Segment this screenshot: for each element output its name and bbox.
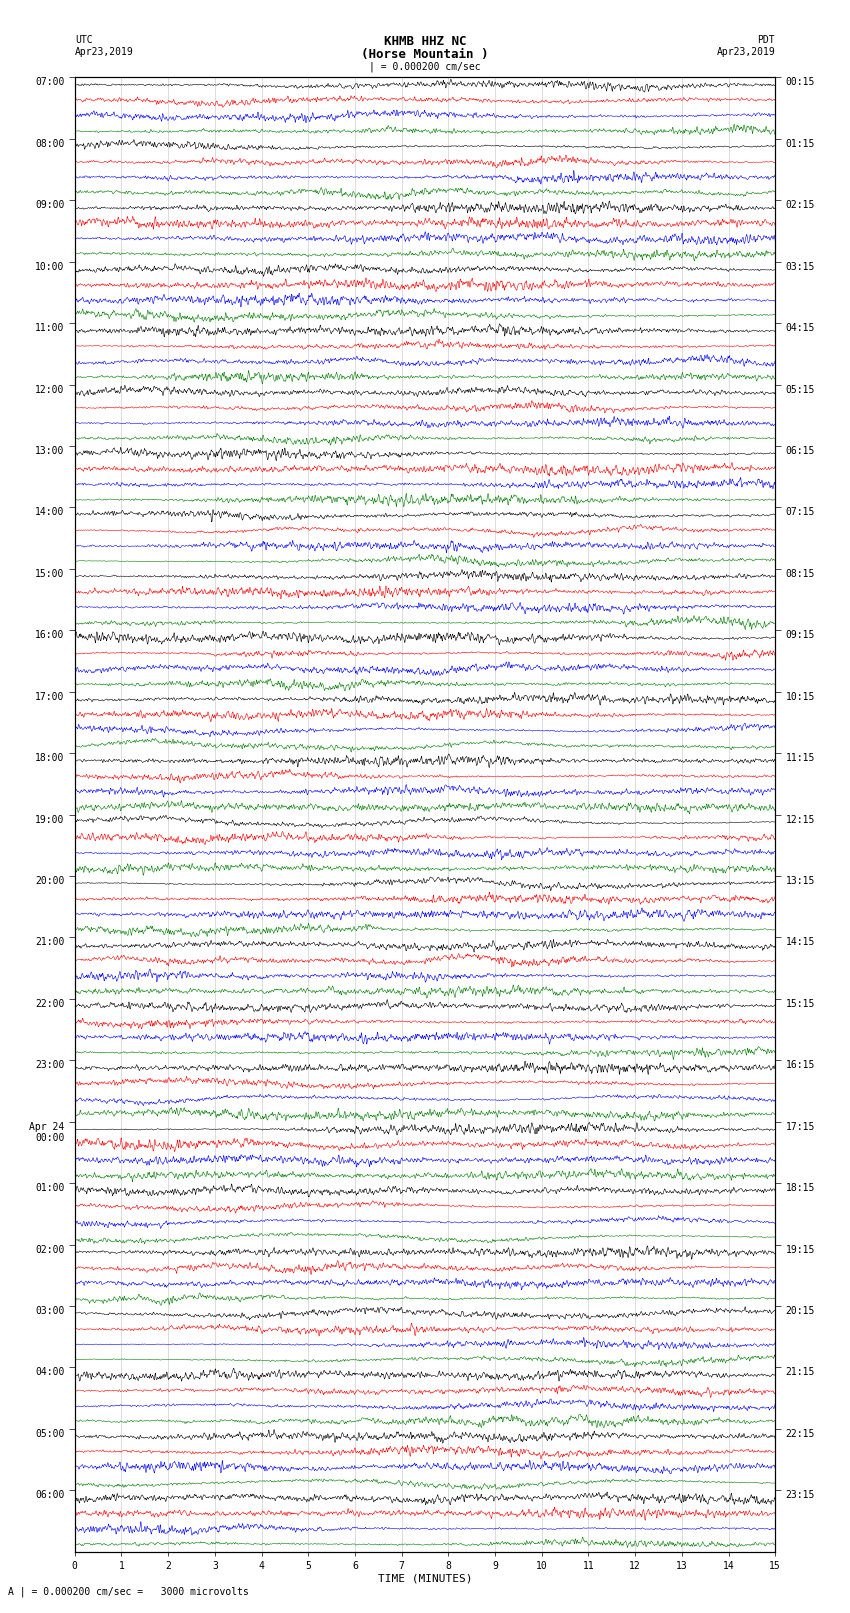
Text: (Horse Mountain ): (Horse Mountain ) [361,48,489,61]
X-axis label: TIME (MINUTES): TIME (MINUTES) [377,1574,473,1584]
Text: | = 0.000200 cm/sec: | = 0.000200 cm/sec [369,61,481,73]
Text: Apr23,2019: Apr23,2019 [75,47,133,56]
Text: KHMB HHZ NC: KHMB HHZ NC [383,35,467,48]
Text: UTC: UTC [75,35,93,45]
Text: Apr23,2019: Apr23,2019 [717,47,775,56]
Text: A | = 0.000200 cm/sec =   3000 microvolts: A | = 0.000200 cm/sec = 3000 microvolts [8,1586,249,1597]
Text: PDT: PDT [757,35,775,45]
